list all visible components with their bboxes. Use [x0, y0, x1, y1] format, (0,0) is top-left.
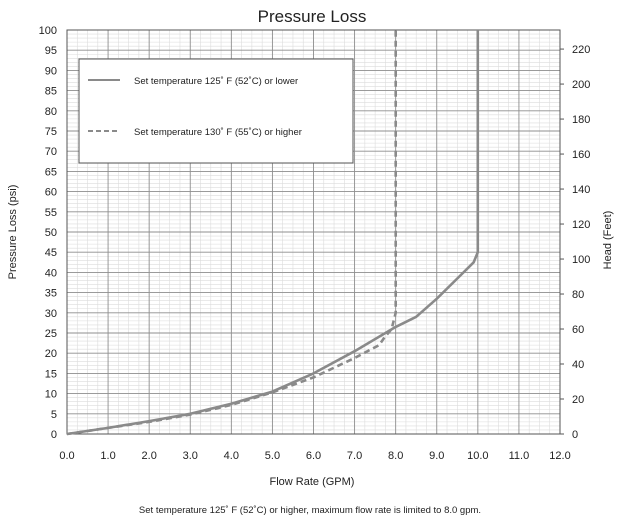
y2-tick-label: 20 — [572, 394, 584, 406]
y-axis-ticks: 0 5 10 15 20 25 30 35 40 45 50 55 60 65 70 75 80 85 90 95 10… — [39, 25, 57, 441]
y2-axis-ticks: 0 20 40 60 80 100 120 140 160 180 200 220 — [560, 44, 590, 441]
y-axis-label: Pressure Loss (psi) — [7, 185, 19, 280]
y-tick-label: 25 — [45, 328, 57, 340]
y-tick-label: 0 — [51, 429, 57, 441]
x-tick-label: 8.0 — [388, 450, 403, 462]
y2-tick-label: 140 — [572, 184, 590, 196]
y-tick-label: 90 — [45, 65, 57, 77]
x-tick-label: 1.0 — [100, 450, 115, 462]
y-tick-label: 5 — [51, 409, 57, 421]
y-tick-label: 15 — [45, 368, 57, 380]
y2-tick-label: 60 — [572, 324, 584, 336]
x-tick-label: 6.0 — [306, 450, 321, 462]
legend: Set temperature 125˚ F (52˚C) or lower S… — [79, 59, 353, 163]
y-tick-label: 85 — [45, 86, 57, 98]
y2-tick-label: 0 — [572, 429, 578, 441]
y2-tick-label: 40 — [572, 359, 584, 371]
chart-title: Pressure Loss — [258, 7, 367, 26]
y-tick-label: 30 — [45, 308, 57, 320]
y-tick-label: 100 — [39, 25, 57, 37]
y-tick-label: 20 — [45, 348, 57, 360]
y-tick-label: 35 — [45, 288, 57, 300]
y2-tick-label: 220 — [572, 44, 590, 56]
x-tick-label: 7.0 — [347, 450, 362, 462]
y-tick-label: 45 — [45, 247, 57, 259]
x-tick-label: 2.0 — [142, 450, 157, 462]
y2-tick-label: 120 — [572, 219, 590, 231]
footnote: Set temperature 125˚ F (52˚C) or higher,… — [139, 505, 481, 516]
y-tick-label: 65 — [45, 166, 57, 178]
y-tick-label: 55 — [45, 207, 57, 219]
x-tick-label: 4.0 — [224, 450, 239, 462]
y2-tick-label: 100 — [572, 254, 590, 266]
x-tick-label: 0.0 — [59, 450, 74, 462]
x-axis-label: Flow Rate (GPM) — [270, 476, 355, 488]
legend-box — [79, 59, 353, 163]
y-tick-label: 10 — [45, 389, 57, 401]
y-tick-label: 75 — [45, 126, 57, 138]
x-tick-label: 9.0 — [429, 450, 444, 462]
x-axis-ticks: 0.0 1.0 2.0 3.0 4.0 5.0 6.0 7.0 8.0 9.0 10.0 11.0 12… — [59, 450, 570, 462]
y2-tick-label: 160 — [572, 149, 590, 161]
x-tick-label: 10.0 — [467, 450, 488, 462]
y-tick-label: 70 — [45, 146, 57, 158]
y-tick-label: 50 — [45, 227, 57, 239]
y2-tick-label: 180 — [572, 114, 590, 126]
x-tick-label: 11.0 — [509, 450, 530, 462]
legend-label-solid: Set temperature 125˚ F (52˚C) or lower — [134, 76, 298, 87]
legend-label-dashed: Set temperature 130˚ F (55˚C) or higher — [134, 127, 302, 138]
y-tick-label: 95 — [45, 45, 57, 57]
x-tick-label: 3.0 — [183, 450, 198, 462]
y-tick-label: 80 — [45, 106, 57, 118]
y2-tick-label: 80 — [572, 289, 584, 301]
x-tick-label: 12.0 — [549, 450, 570, 462]
y-tick-label: 60 — [45, 187, 57, 199]
x-tick-label: 5.0 — [265, 450, 280, 462]
y2-tick-label: 200 — [572, 79, 590, 91]
y-tick-label: 40 — [45, 267, 57, 279]
y2-axis-label: Head (Feet) — [602, 211, 614, 270]
